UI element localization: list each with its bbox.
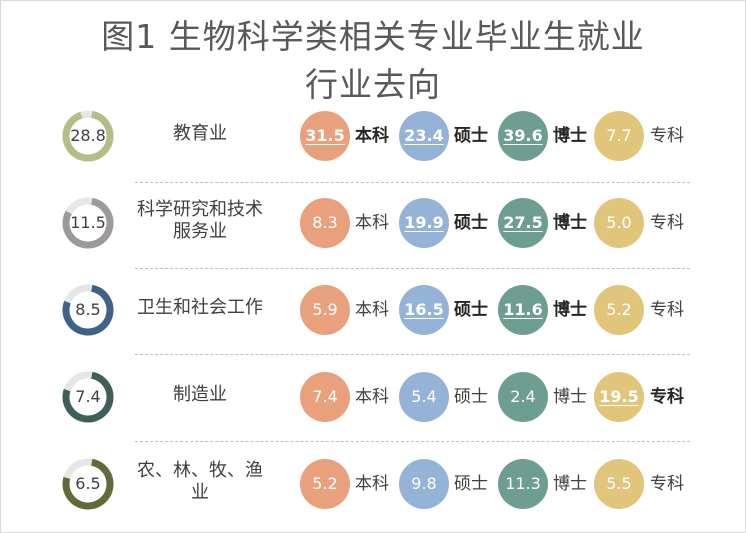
- degree-label: 博士: [553, 126, 587, 146]
- degree-value-bubble: 23.4: [399, 111, 449, 161]
- degree-value-bubble: 5.2: [594, 285, 644, 335]
- ring-gauge: [62, 197, 114, 249]
- degree-label: 专科: [650, 300, 684, 320]
- degree-label: 专科: [650, 126, 684, 146]
- degree-label: 硕士: [454, 387, 488, 407]
- degree-value-bubble: 11.3: [498, 459, 548, 509]
- degree-value-bubble: 5.5: [594, 459, 644, 509]
- degree-label: 博士: [553, 474, 587, 494]
- degree-value-bubble: 31.5: [300, 111, 350, 161]
- overall-value: 7.4: [75, 387, 101, 406]
- industry-label: 制造业: [173, 384, 227, 405]
- degree-value-bubble: 5.9: [300, 285, 350, 335]
- degree-label: 专科: [650, 474, 684, 494]
- row-separator: [135, 354, 690, 355]
- table-row: 7.4 制造业 7.4 本科 5.4 硕士 2.4 博士 19.5 专科: [0, 357, 746, 437]
- chart-title-line1: 图1 生物科学类相关专业毕业生就业: [101, 17, 645, 56]
- degree-label: 博士: [553, 300, 587, 320]
- ring-gauge: [62, 110, 114, 162]
- degree-value-bubble: 5.0: [594, 198, 644, 248]
- overall-ring: 6.5: [62, 458, 114, 510]
- degree-label: 专科: [650, 387, 684, 407]
- ring-gauge: [62, 284, 114, 336]
- degree-value-bubble: 11.6: [498, 285, 548, 335]
- degree-label: 硕士: [454, 213, 488, 233]
- row-separator: [135, 441, 690, 442]
- overall-value: 11.5: [70, 213, 106, 232]
- overall-value: 6.5: [75, 474, 101, 493]
- table-row: 6.5 农、林、牧、渔业 5.2 本科 9.8 硕士 11.3 博士 5.5 专科: [0, 444, 746, 524]
- degree-value-bubble: 5.2: [300, 459, 350, 509]
- degree-label: 本科: [355, 300, 389, 320]
- degree-label: 专科: [650, 213, 684, 233]
- row-separator: [135, 268, 690, 269]
- ring-gauge: [62, 371, 114, 423]
- overall-value: 28.8: [70, 126, 106, 145]
- table-row: 8.5 卫生和社会工作 5.9 本科 16.5 硕士 11.6 博士 5.2 专科: [0, 270, 746, 350]
- industry-label: 农、林、牧、渔业: [137, 460, 263, 503]
- row-separator: [135, 182, 690, 183]
- degree-value-bubble: 9.8: [399, 459, 449, 509]
- industry-label: 卫生和社会工作: [137, 297, 263, 318]
- degree-value-bubble: 19.5: [594, 372, 644, 422]
- degree-label: 硕士: [454, 474, 488, 494]
- degree-label: 本科: [355, 126, 389, 146]
- chart-title-line2: 行业去向: [305, 65, 441, 104]
- degree-label: 本科: [355, 213, 389, 233]
- degree-value-bubble: 16.5: [399, 285, 449, 335]
- degree-label: 硕士: [454, 300, 488, 320]
- degree-label: 本科: [355, 474, 389, 494]
- degree-label: 博士: [553, 387, 587, 407]
- degree-value-bubble: 8.3: [300, 198, 350, 248]
- table-row: 11.5 科学研究和技术服务业 8.3 本科 19.9 硕士 27.5 博士 5.0 专科: [0, 183, 746, 263]
- degree-value-bubble: 2.4: [498, 372, 548, 422]
- degree-value-bubble: 5.4: [399, 372, 449, 422]
- degree-value-bubble: 19.9: [399, 198, 449, 248]
- degree-label: 硕士: [454, 126, 488, 146]
- degree-label: 本科: [355, 387, 389, 407]
- degree-value-bubble: 39.6: [498, 111, 548, 161]
- overall-value: 8.5: [75, 300, 101, 319]
- overall-ring: 11.5: [62, 197, 114, 249]
- overall-ring: 28.8: [62, 110, 114, 162]
- industry-label: 教育业: [173, 123, 227, 144]
- degree-value-bubble: 7.4: [300, 372, 350, 422]
- industry-label: 科学研究和技术服务业: [137, 199, 263, 242]
- degree-value-bubble: 27.5: [498, 198, 548, 248]
- degree-label: 博士: [553, 213, 587, 233]
- overall-ring: 7.4: [62, 371, 114, 423]
- degree-value-bubble: 7.7: [594, 111, 644, 161]
- ring-gauge: [62, 458, 114, 510]
- overall-ring: 8.5: [62, 284, 114, 336]
- table-row: 28.8 教育业 31.5 本科 23.4 硕士 39.6 博士 7.7 专科: [0, 96, 746, 176]
